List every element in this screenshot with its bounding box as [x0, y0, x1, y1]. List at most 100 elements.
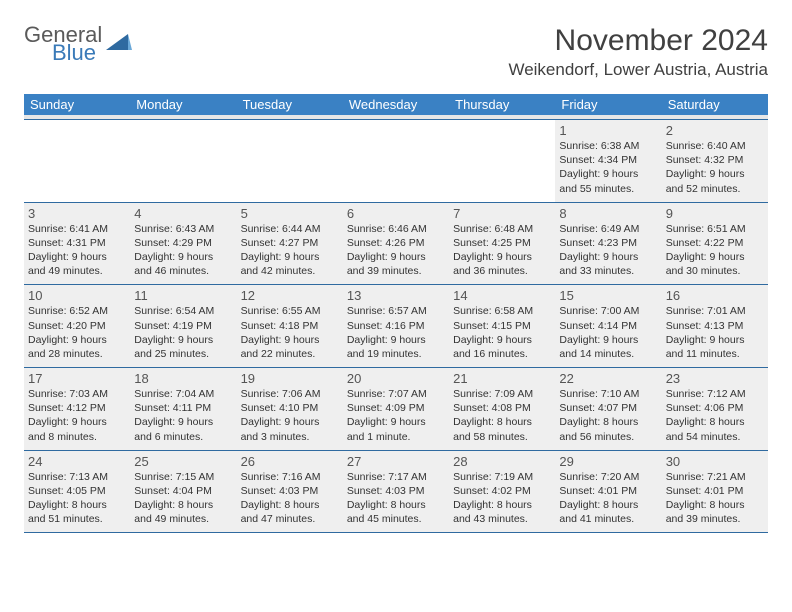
sunrise-text: Sunrise: 6:58 AM	[453, 304, 551, 318]
sunrise-text: Sunrise: 6:49 AM	[559, 222, 657, 236]
dow-cell: Friday	[555, 94, 661, 115]
calendar-grid: SundayMondayTuesdayWednesdayThursdayFrid…	[24, 94, 768, 533]
sunrise-text: Sunrise: 7:21 AM	[666, 470, 764, 484]
day-number: 10	[26, 287, 126, 304]
day-info: Sunrise: 7:15 AMSunset: 4:04 PMDaylight:…	[132, 470, 232, 527]
day-number: 3	[26, 205, 126, 222]
sunrise-text: Sunrise: 7:03 AM	[28, 387, 126, 401]
day-info: Sunrise: 7:10 AMSunset: 4:07 PMDaylight:…	[557, 387, 657, 444]
sunset-text: Sunset: 4:11 PM	[134, 401, 232, 415]
day-cell: 2Sunrise: 6:40 AMSunset: 4:32 PMDaylight…	[662, 120, 768, 202]
sunrise-text: Sunrise: 6:41 AM	[28, 222, 126, 236]
day-number: 4	[132, 205, 232, 222]
week-row: 24Sunrise: 7:13 AMSunset: 4:05 PMDayligh…	[24, 451, 768, 534]
dow-cell: Tuesday	[237, 94, 343, 115]
day-cell: 5Sunrise: 6:44 AMSunset: 4:27 PMDaylight…	[237, 203, 343, 285]
day-cell: 22Sunrise: 7:10 AMSunset: 4:07 PMDayligh…	[555, 368, 661, 450]
day-info: Sunrise: 7:01 AMSunset: 4:13 PMDaylight:…	[664, 304, 764, 361]
day-info: Sunrise: 6:49 AMSunset: 4:23 PMDaylight:…	[557, 222, 657, 279]
day-info: Sunrise: 6:54 AMSunset: 4:19 PMDaylight:…	[132, 304, 232, 361]
daylight-text: Daylight: 8 hours and 39 minutes.	[666, 498, 764, 526]
day-number: 8	[557, 205, 657, 222]
day-info: Sunrise: 6:58 AMSunset: 4:15 PMDaylight:…	[451, 304, 551, 361]
day-number: 16	[664, 287, 764, 304]
sunset-text: Sunset: 4:16 PM	[347, 319, 445, 333]
day-info: Sunrise: 7:17 AMSunset: 4:03 PMDaylight:…	[345, 470, 445, 527]
day-of-week-header: SundayMondayTuesdayWednesdayThursdayFrid…	[24, 94, 768, 115]
day-number: 12	[239, 287, 339, 304]
day-cell: 10Sunrise: 6:52 AMSunset: 4:20 PMDayligh…	[24, 285, 130, 367]
daylight-text: Daylight: 9 hours and 33 minutes.	[559, 250, 657, 278]
sunset-text: Sunset: 4:04 PM	[134, 484, 232, 498]
day-info: Sunrise: 7:07 AMSunset: 4:09 PMDaylight:…	[345, 387, 445, 444]
day-cell: 7Sunrise: 6:48 AMSunset: 4:25 PMDaylight…	[449, 203, 555, 285]
daylight-text: Daylight: 8 hours and 54 minutes.	[666, 415, 764, 443]
daylight-text: Daylight: 9 hours and 25 minutes.	[134, 333, 232, 361]
sunset-text: Sunset: 4:12 PM	[28, 401, 126, 415]
day-cell	[449, 120, 555, 202]
day-cell: 6Sunrise: 6:46 AMSunset: 4:26 PMDaylight…	[343, 203, 449, 285]
day-cell	[237, 120, 343, 202]
day-cell: 12Sunrise: 6:55 AMSunset: 4:18 PMDayligh…	[237, 285, 343, 367]
day-info: Sunrise: 6:43 AMSunset: 4:29 PMDaylight:…	[132, 222, 232, 279]
day-number: 6	[345, 205, 445, 222]
daylight-text: Daylight: 9 hours and 42 minutes.	[241, 250, 339, 278]
day-number: 14	[451, 287, 551, 304]
daylight-text: Daylight: 8 hours and 43 minutes.	[453, 498, 551, 526]
daylight-text: Daylight: 9 hours and 1 minute.	[347, 415, 445, 443]
day-cell: 3Sunrise: 6:41 AMSunset: 4:31 PMDaylight…	[24, 203, 130, 285]
sunrise-text: Sunrise: 6:46 AM	[347, 222, 445, 236]
day-number: 1	[557, 122, 657, 139]
day-info: Sunrise: 6:48 AMSunset: 4:25 PMDaylight:…	[451, 222, 551, 279]
sunrise-text: Sunrise: 7:16 AM	[241, 470, 339, 484]
sunrise-text: Sunrise: 7:13 AM	[28, 470, 126, 484]
day-cell: 27Sunrise: 7:17 AMSunset: 4:03 PMDayligh…	[343, 451, 449, 533]
sunrise-text: Sunrise: 7:20 AM	[559, 470, 657, 484]
sunset-text: Sunset: 4:19 PM	[134, 319, 232, 333]
day-cell: 14Sunrise: 6:58 AMSunset: 4:15 PMDayligh…	[449, 285, 555, 367]
brand-text: General Blue	[24, 24, 102, 64]
day-cell: 9Sunrise: 6:51 AMSunset: 4:22 PMDaylight…	[662, 203, 768, 285]
daylight-text: Daylight: 9 hours and 36 minutes.	[453, 250, 551, 278]
day-cell: 19Sunrise: 7:06 AMSunset: 4:10 PMDayligh…	[237, 368, 343, 450]
sunset-text: Sunset: 4:32 PM	[666, 153, 764, 167]
week-row: 3Sunrise: 6:41 AMSunset: 4:31 PMDaylight…	[24, 203, 768, 286]
day-number: 22	[557, 370, 657, 387]
daylight-text: Daylight: 9 hours and 39 minutes.	[347, 250, 445, 278]
month-title: November 2024	[508, 24, 768, 58]
day-cell: 28Sunrise: 7:19 AMSunset: 4:02 PMDayligh…	[449, 451, 555, 533]
sunrise-text: Sunrise: 6:55 AM	[241, 304, 339, 318]
day-cell: 1Sunrise: 6:38 AMSunset: 4:34 PMDaylight…	[555, 120, 661, 202]
day-info: Sunrise: 7:04 AMSunset: 4:11 PMDaylight:…	[132, 387, 232, 444]
day-info: Sunrise: 7:09 AMSunset: 4:08 PMDaylight:…	[451, 387, 551, 444]
sunrise-text: Sunrise: 6:54 AM	[134, 304, 232, 318]
day-info: Sunrise: 6:38 AMSunset: 4:34 PMDaylight:…	[557, 139, 657, 196]
day-cell: 15Sunrise: 7:00 AMSunset: 4:14 PMDayligh…	[555, 285, 661, 367]
day-cell: 26Sunrise: 7:16 AMSunset: 4:03 PMDayligh…	[237, 451, 343, 533]
sunset-text: Sunset: 4:13 PM	[666, 319, 764, 333]
day-number: 19	[239, 370, 339, 387]
sunrise-text: Sunrise: 7:15 AM	[134, 470, 232, 484]
daylight-text: Daylight: 9 hours and 14 minutes.	[559, 333, 657, 361]
sunrise-text: Sunrise: 6:57 AM	[347, 304, 445, 318]
daylight-text: Daylight: 9 hours and 46 minutes.	[134, 250, 232, 278]
sunrise-text: Sunrise: 7:01 AM	[666, 304, 764, 318]
brand-triangle-icon	[106, 32, 132, 59]
sunset-text: Sunset: 4:27 PM	[241, 236, 339, 250]
day-info: Sunrise: 6:55 AMSunset: 4:18 PMDaylight:…	[239, 304, 339, 361]
day-number: 25	[132, 453, 232, 470]
daylight-text: Daylight: 8 hours and 58 minutes.	[453, 415, 551, 443]
sunrise-text: Sunrise: 7:10 AM	[559, 387, 657, 401]
sunset-text: Sunset: 4:34 PM	[559, 153, 657, 167]
day-number: 18	[132, 370, 232, 387]
day-info: Sunrise: 6:57 AMSunset: 4:16 PMDaylight:…	[345, 304, 445, 361]
daylight-text: Daylight: 9 hours and 6 minutes.	[134, 415, 232, 443]
day-cell: 25Sunrise: 7:15 AMSunset: 4:04 PMDayligh…	[130, 451, 236, 533]
location-label: Weikendorf, Lower Austria, Austria	[508, 60, 768, 80]
sunset-text: Sunset: 4:10 PM	[241, 401, 339, 415]
dow-cell: Monday	[130, 94, 236, 115]
sunrise-text: Sunrise: 7:09 AM	[453, 387, 551, 401]
daylight-text: Daylight: 9 hours and 11 minutes.	[666, 333, 764, 361]
day-number: 15	[557, 287, 657, 304]
day-info: Sunrise: 6:44 AMSunset: 4:27 PMDaylight:…	[239, 222, 339, 279]
